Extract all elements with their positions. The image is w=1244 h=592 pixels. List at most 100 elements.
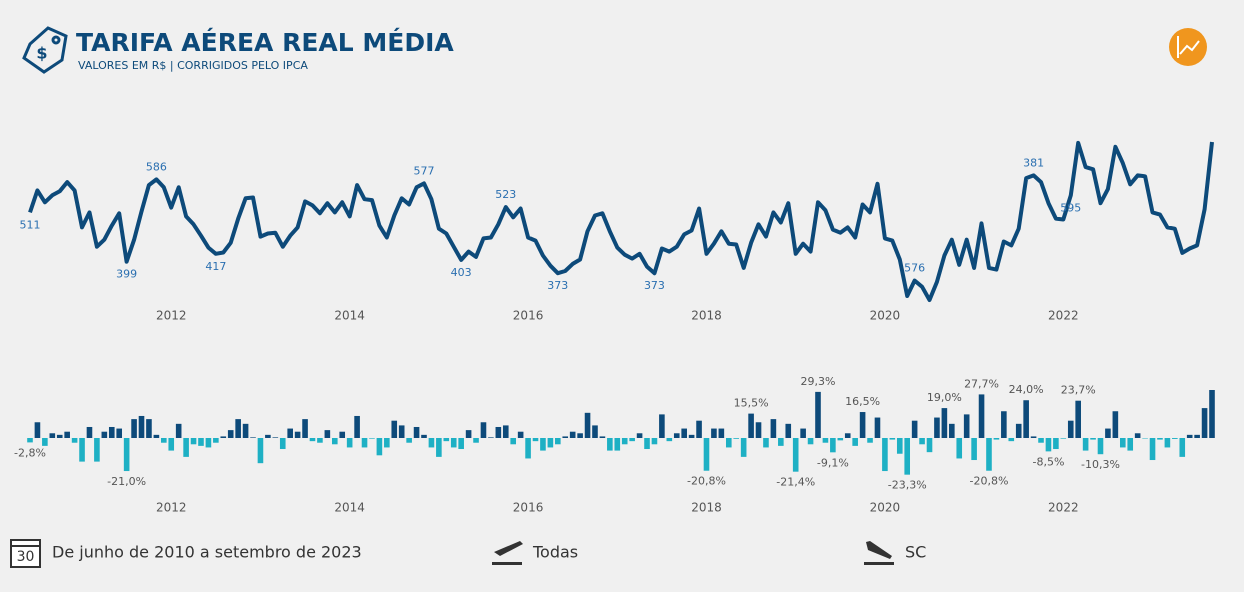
change-bar [614,438,621,451]
calendar-icon: 30 [10,539,41,568]
change-bar [473,438,479,443]
change-bar [688,434,695,438]
value-label: 16,5% [845,395,880,408]
x-tick-label: 2022 [1048,501,1079,515]
change-bar [733,438,740,439]
change-bar [436,438,442,457]
change-bar [1075,400,1081,438]
change-bar [354,415,360,438]
value-label: -9,1% [817,456,849,469]
change-bar [205,438,212,448]
change-bar [398,425,405,438]
value-label: 24,0% [1009,383,1044,396]
value-label: -20,8% [687,475,726,488]
change-bar [956,438,963,459]
change-bar [748,413,754,438]
change-bar [450,438,457,448]
value-label: -10,3% [1081,458,1120,471]
change-bar [331,438,338,445]
change-bar [763,438,769,448]
subtitle: VALORES EM R$ | CORRIGIDOS PELO IPCA [78,59,308,72]
change-bar [190,438,197,445]
change-bar [1097,438,1104,455]
value-label: 577 [414,164,435,177]
change-bar [317,438,323,443]
change-bar [896,438,903,454]
change-bar [1194,434,1200,438]
change-bar [406,438,412,443]
change-bar [27,438,33,443]
change-bar [213,438,219,443]
change-bar [629,438,635,442]
change-bar [599,436,606,438]
change-bar [1001,411,1007,438]
change-bar [242,423,249,438]
change-bar [755,422,762,438]
svg-text:$: $ [36,44,47,63]
change-bar [711,428,717,438]
change-bar [1172,438,1178,439]
change-bar [1186,434,1193,438]
change-bar [800,428,806,438]
x-tick-label: 2012 [156,501,187,515]
change-bar [1015,423,1022,438]
value-label: -23,3% [888,479,927,492]
x-tick-label: 2022 [1048,309,1079,323]
value-label: -8,5% [1032,455,1064,468]
change-bar [859,412,866,438]
change-bar [502,425,509,438]
change-bar [413,426,420,438]
change-bar [867,438,873,443]
change-bar [116,428,123,438]
change-bar [1067,420,1074,438]
change-bar [986,438,992,471]
change-bar [71,438,78,443]
change-bar [971,438,977,461]
change-bar [339,431,346,438]
chart-button[interactable] [1169,28,1207,66]
value-label: 403 [451,266,472,279]
change-bar [911,420,918,438]
x-tick-label: 2020 [870,309,901,323]
fare-line [28,140,1214,302]
change-bar [279,438,286,450]
change-bar [86,426,93,438]
change-bar [168,438,175,451]
x-tick-label: 2012 [156,309,187,323]
x-tick-label: 2020 [870,501,901,515]
value-label: 586 [146,160,167,173]
value-label: 23,7% [1061,384,1096,397]
change-bar [1038,438,1044,443]
change-bar [1179,438,1186,457]
change-bar [1053,438,1059,450]
change-bar [1164,438,1171,448]
change-bar [79,438,85,462]
change-bar [807,438,814,445]
period: De junho de 2010 a setembro de 2023 [52,543,362,562]
change-bar [376,438,383,456]
change-bar [1082,438,1089,451]
value-label: 373 [644,279,665,292]
change-bar [153,434,160,438]
value-label: -21,4% [776,476,815,489]
change-bar [1209,390,1215,438]
change-bar [815,391,821,438]
value-label: 511 [20,218,41,231]
change-bar [517,431,524,438]
change-bar [718,428,725,438]
change-bar [837,438,844,441]
value-label: 15,5% [734,397,769,410]
change-bar [1149,438,1156,461]
change-bar [220,436,227,438]
change-bar [1023,400,1029,438]
value-label: 523 [495,188,516,201]
change-bar [792,438,799,472]
x-tick-label: 2016 [513,501,544,515]
state-filter[interactable]: SC [905,543,926,562]
change-bar [525,438,531,459]
change-bar [681,428,687,438]
value-label: -21,0% [107,475,146,488]
value-label: 595 [1060,201,1081,214]
change-bar [770,419,777,438]
airline-filter[interactable]: Todas [532,543,578,562]
